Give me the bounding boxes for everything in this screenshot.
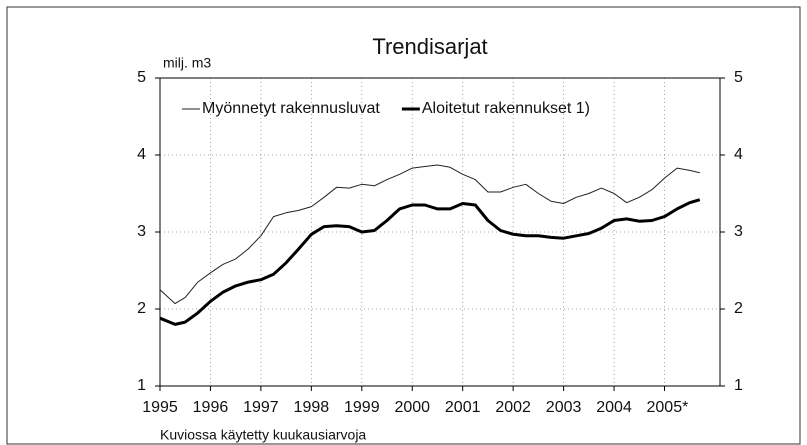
y2-tick-label: 4 [734,146,743,163]
x-tick-label: 2001 [445,399,481,416]
x-tick-label: 1996 [193,399,229,416]
x-tick-label: 2003 [546,399,582,416]
legend-label: Myönnetyt rakennusluvat [202,100,380,117]
series-line [159,164,700,305]
y2-tick-label: 5 [734,69,743,86]
y-tick-label: 1 [137,377,146,394]
note: Kuviossa käytetty kuukausiarvoja [160,427,366,443]
y2-tick-label: 2 [734,300,743,317]
x-tick-label: 2005* [647,399,689,416]
y-tick-label: 2 [137,300,146,317]
x-tick-label: 2000 [394,399,430,416]
y2-tick-label: 1 [734,377,743,394]
y-axis-label: milj. m3 [163,55,211,71]
y-tick-label: 3 [137,223,146,240]
x-tick-label: 1998 [294,399,330,416]
x-tick-label: 2002 [495,399,531,416]
legend-label: Aloitetut rakennukset 1) [422,100,590,117]
x-tick-label: 2004 [596,399,632,416]
x-tick-label: 1995 [142,399,178,416]
x-tick-label: 1999 [344,399,380,416]
x-tick-label: 1997 [243,399,279,416]
chart-title: Trendisarjat [372,34,487,59]
y-tick-label: 4 [137,146,146,163]
y-tick-label: 5 [137,69,146,86]
y2-tick-label: 3 [734,223,743,240]
frame [6,6,801,445]
plot-area [159,77,721,387]
series-line [159,198,701,326]
